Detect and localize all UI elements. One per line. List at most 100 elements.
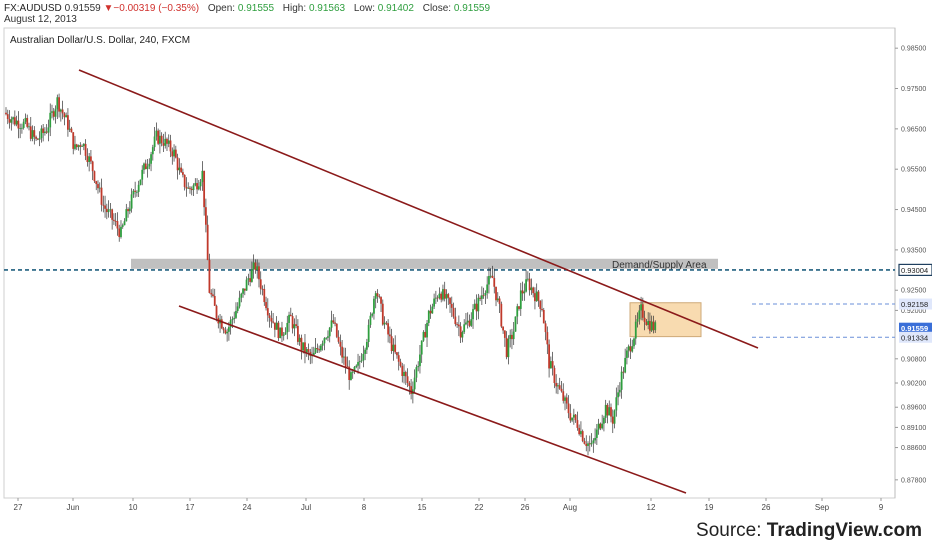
- candle-up: [130, 194, 133, 209]
- candle-down: [144, 163, 147, 170]
- candle-up: [463, 324, 466, 333]
- candle-down: [17, 120, 20, 129]
- candle-up: [136, 191, 138, 193]
- candle-up: [199, 182, 202, 187]
- candle-down: [203, 170, 206, 208]
- candle-down: [190, 188, 193, 191]
- last-price: 0.91559: [64, 3, 101, 14]
- candle-down: [429, 310, 432, 314]
- candle-down: [583, 441, 586, 444]
- candle-down: [344, 356, 347, 367]
- candle-up: [360, 360, 363, 362]
- candle-up: [247, 278, 250, 280]
- source-brand: TradingView.com: [766, 520, 922, 541]
- candle-up: [350, 372, 352, 380]
- candle-down: [548, 344, 550, 369]
- candle-down: [381, 303, 384, 325]
- candle-down: [553, 367, 556, 384]
- candle-down: [459, 326, 462, 338]
- candle-up: [323, 338, 326, 344]
- down-arrow-icon: ▼: [103, 3, 114, 14]
- price-badge-0.93004: 0.93004: [901, 266, 928, 275]
- candle-down: [8, 119, 11, 123]
- candle-up: [580, 431, 582, 435]
- y-tick-label: 0.97500: [901, 86, 926, 93]
- x-tick-label: 26: [521, 503, 530, 512]
- x-tick-label: Aug: [563, 503, 577, 512]
- upper-trendline[interactable]: [78, 69, 759, 349]
- x-tick-label: Jul: [301, 503, 311, 512]
- panel-title: Australian Dollar/U.S. Dollar, 240, FXCM: [10, 35, 190, 46]
- candle-down: [457, 324, 460, 327]
- candle-down: [503, 330, 506, 338]
- candle-up: [507, 338, 510, 358]
- y-tick-label: 0.94500: [901, 207, 926, 214]
- candle-down: [268, 315, 271, 318]
- candle-up: [187, 187, 190, 189]
- candle-up: [44, 131, 46, 133]
- candle-down: [534, 293, 536, 302]
- candle-up: [305, 349, 308, 354]
- candle-down: [546, 332, 549, 345]
- candle-down: [424, 331, 427, 338]
- candle-down: [259, 279, 262, 289]
- candle-up: [604, 404, 607, 418]
- candle-up: [141, 169, 144, 180]
- candle-down: [6, 114, 9, 120]
- candle-up: [489, 275, 492, 277]
- candle-down: [160, 135, 163, 144]
- candle-down: [588, 443, 591, 445]
- candle-up: [226, 331, 229, 334]
- candle-up: [654, 322, 657, 331]
- candle-up: [353, 367, 356, 372]
- candle-down: [454, 316, 457, 325]
- candle-down: [599, 423, 602, 429]
- candle-down: [542, 309, 545, 324]
- candle-down: [97, 184, 99, 189]
- candle-up: [59, 109, 62, 112]
- demand-supply-zone: [131, 258, 718, 269]
- candle-up: [148, 163, 151, 167]
- price-chart[interactable]: Australian Dollar/U.S. Dollar, 240, FXCM…: [0, 0, 932, 520]
- candle-down: [332, 320, 335, 323]
- close-value: 0.91559: [453, 3, 491, 14]
- candle-down: [385, 322, 388, 324]
- candle-up: [472, 309, 474, 320]
- price-badge-0.93004-border: [898, 263, 932, 276]
- candle-up: [427, 310, 430, 323]
- candle-down: [606, 404, 609, 416]
- candle-down: [643, 317, 646, 322]
- candle-down: [169, 140, 172, 152]
- candle-up: [123, 221, 126, 226]
- candle-down: [116, 221, 119, 229]
- candle-up: [298, 337, 301, 342]
- candle-down: [468, 320, 471, 326]
- chart-date: August 12, 2013: [4, 14, 77, 25]
- candle-down: [452, 307, 455, 317]
- candle-up: [564, 397, 566, 401]
- candle-up: [327, 336, 329, 338]
- lower-trendline[interactable]: [178, 305, 687, 494]
- candle-down: [645, 321, 648, 325]
- candle-down: [440, 293, 443, 300]
- candle-down: [511, 334, 513, 340]
- candle-down: [266, 308, 269, 316]
- candle-up: [392, 344, 395, 352]
- candle-up: [178, 167, 181, 171]
- candle-up: [362, 353, 365, 361]
- candle-down: [75, 144, 78, 148]
- candle-up: [415, 367, 418, 378]
- candle-down: [166, 138, 168, 144]
- candle-down: [296, 325, 299, 342]
- candle-up: [40, 128, 43, 139]
- candle-up: [557, 385, 559, 387]
- candle-down: [537, 291, 540, 301]
- price-badge-0.93004-bg: [899, 264, 932, 276]
- low-label: Low:: [353, 3, 375, 14]
- candle-down: [491, 275, 494, 278]
- candle-down: [162, 143, 165, 146]
- candle-down: [558, 385, 561, 389]
- candle-up: [286, 322, 289, 333]
- candle-up: [526, 278, 529, 280]
- candle-up: [56, 97, 59, 110]
